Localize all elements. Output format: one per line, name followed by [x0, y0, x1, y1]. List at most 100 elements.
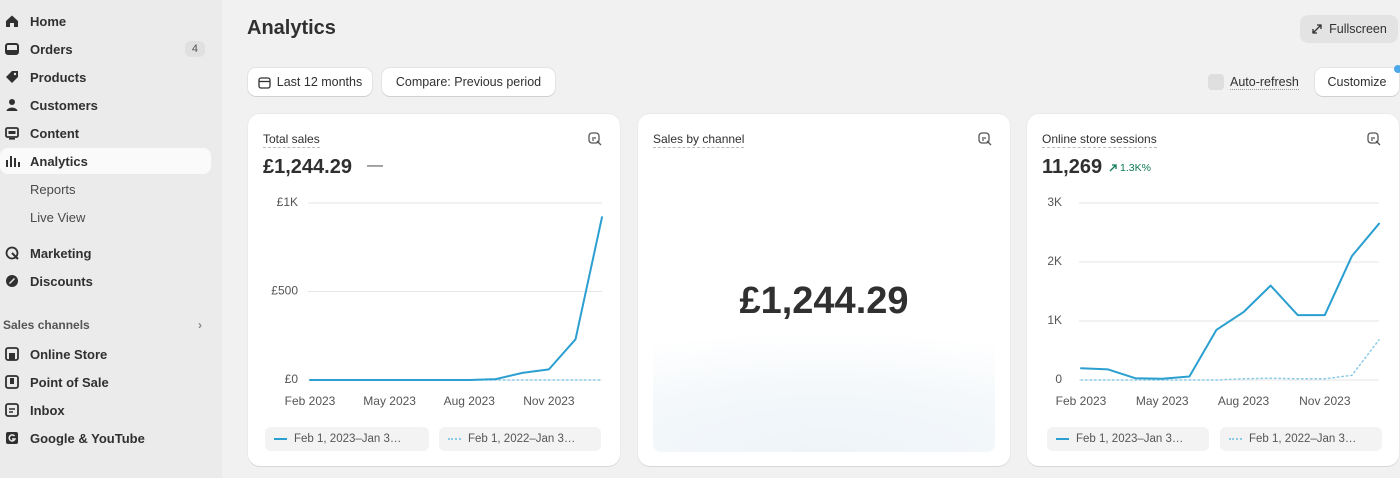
icon [5, 246, 19, 260]
notification-dot [1394, 65, 1400, 73]
auto-refresh-checkbox[interactable] [1208, 74, 1224, 90]
x-tick-label: Aug 2023 [444, 394, 496, 408]
card-icon[interactable] [588, 132, 602, 146]
nav-label: Marketing [30, 245, 92, 261]
y-tick-label: 0 [1055, 372, 1062, 386]
chevron: › [198, 318, 202, 332]
icon [6, 432, 18, 444]
nav-reports[interactable]: Reports [0, 176, 211, 202]
nav-label: Analytics [30, 153, 88, 169]
y-tick-label: 1K [1047, 313, 1062, 327]
card-title: Total sales [263, 132, 320, 148]
nav-label: Discounts [30, 273, 93, 289]
x-tick-label: May 2023 [363, 394, 416, 408]
chart: £0 £500 £1K Feb 2023 May 2023 Aug 2023 Nov 202… [271, 195, 603, 408]
nav-customers[interactable]: Customers [0, 92, 211, 118]
nav-label: Online Store [30, 346, 108, 362]
legend-item[interactable]: Feb 1, 2023–Jan 3… [265, 427, 429, 451]
nav-label: Inbox [30, 402, 65, 418]
card-icon[interactable] [1367, 132, 1381, 146]
icon [258, 76, 271, 89]
x-tick-label: Feb 2023 [1056, 394, 1107, 408]
legend-item[interactable]: Feb 1, 2023–Jan 3… [1047, 427, 1209, 451]
card-title: Online store sessions [1042, 132, 1157, 148]
nav-badge: 4 [184, 41, 205, 57]
legend-swatch [1056, 438, 1069, 440]
y-tick-label: £1K [277, 195, 298, 209]
nav-label: Content [30, 125, 80, 141]
line-series [1080, 339, 1380, 381]
card-icon[interactable] [978, 132, 992, 146]
nav-point-of-sale[interactable]: Point of Sale [0, 369, 211, 395]
line-series [309, 216, 603, 381]
y-tick-label: £0 [285, 372, 299, 386]
card-total-sales[interactable]: £0 £500 £1K Feb 2023 May 2023 Aug 2023 Nov 202… [248, 114, 620, 466]
card-change: — [367, 157, 383, 174]
section-title: Sales channels [3, 318, 90, 332]
auto-refresh-label[interactable]: Auto-refresh [1230, 75, 1299, 90]
card-value: £1,244.29 [739, 280, 909, 322]
legend-label: Feb 1, 2022–Jan 3… [468, 433, 576, 445]
button-label: Fullscreen [1329, 22, 1387, 36]
nav-content[interactable]: Content [0, 120, 211, 146]
icon [1109, 164, 1117, 172]
x-tick-label: Nov 2023 [523, 394, 575, 408]
date-range-button[interactable]: Last 12 months [248, 68, 372, 96]
background-glow [653, 332, 995, 452]
button-label: Compare: Previous period [395, 75, 542, 89]
nav-discounts[interactable]: Discounts [0, 268, 211, 294]
nav-home[interactable]: Home [0, 8, 211, 34]
nav-label: Home [30, 13, 67, 29]
line-series [1080, 222, 1380, 380]
nav-label: Reports [30, 181, 76, 197]
x-tick-label: May 2023 [1136, 394, 1189, 408]
y-tick-label: 3K [1047, 195, 1062, 209]
fullscreen-button[interactable]: Fullscreen [1300, 15, 1398, 43]
y-tick-label: 2K [1047, 254, 1062, 268]
card-sessions[interactable]: 0 1K 2K 3K Feb 2023 May 2023 Aug 2023 Nov 2023 … [1027, 114, 1399, 466]
nav-google[interactable]: Google & YouTube [0, 425, 211, 451]
icon [1312, 24, 1322, 34]
page-title: Analytics [247, 17, 336, 39]
nav-label: Point of Sale [30, 374, 109, 390]
nav-marketing[interactable]: Marketing [0, 240, 211, 266]
icon [5, 43, 19, 55]
legend-swatch [448, 438, 461, 440]
legend-label: Feb 1, 2023–Jan 3… [1076, 433, 1184, 445]
nav-inbox[interactable]: Inbox [0, 397, 211, 423]
nav-label: Products [30, 69, 87, 85]
button-label: Customize [1327, 75, 1387, 89]
nav-orders[interactable]: Orders 4 [0, 36, 211, 62]
sales-channels[interactable]: Sales channels › [3, 318, 208, 332]
x-tick-label: Aug 2023 [1218, 394, 1270, 408]
icon [5, 375, 19, 389]
legend-swatch [1229, 438, 1242, 440]
card-title: Sales by channel [653, 132, 745, 148]
compare-button[interactable]: Compare: Previous period [382, 68, 555, 96]
nav-online-store[interactable]: Online Store [0, 341, 211, 367]
legend-item[interactable]: Feb 1, 2022–Jan 3… [439, 427, 601, 451]
legend-swatch [274, 438, 287, 440]
chart: 0 1K 2K 3K Feb 2023 May 2023 Aug 2023 Nov 2023 [1047, 195, 1380, 408]
card-value: £1,244.29 [263, 156, 352, 178]
y-tick-label: £500 [271, 284, 298, 298]
icon [5, 127, 19, 140]
icon [6, 15, 18, 27]
button-label: Last 12 months [276, 75, 363, 89]
icon [5, 403, 19, 417]
legend-item[interactable]: Feb 1, 2022–Jan 3… [1220, 427, 1382, 451]
nav-label: Orders [30, 41, 73, 57]
nav-live-view[interactable]: Live View [0, 204, 211, 230]
x-tick-label: Nov 2023 [1299, 394, 1351, 408]
card-sales-by-channel[interactable]: Sales by channel £1,244.29 [638, 114, 1010, 466]
nav-analytics[interactable]: Analytics [0, 148, 211, 174]
icon [6, 275, 18, 287]
nav-products[interactable]: Products [0, 64, 211, 90]
icon [6, 156, 20, 167]
change-label: 1.3K% [1120, 162, 1151, 174]
customize-button[interactable]: Customize [1315, 68, 1399, 96]
icon [6, 71, 18, 83]
card-value: 11,269 [1042, 156, 1103, 178]
legend-label: Feb 1, 2022–Jan 3… [1249, 433, 1357, 445]
